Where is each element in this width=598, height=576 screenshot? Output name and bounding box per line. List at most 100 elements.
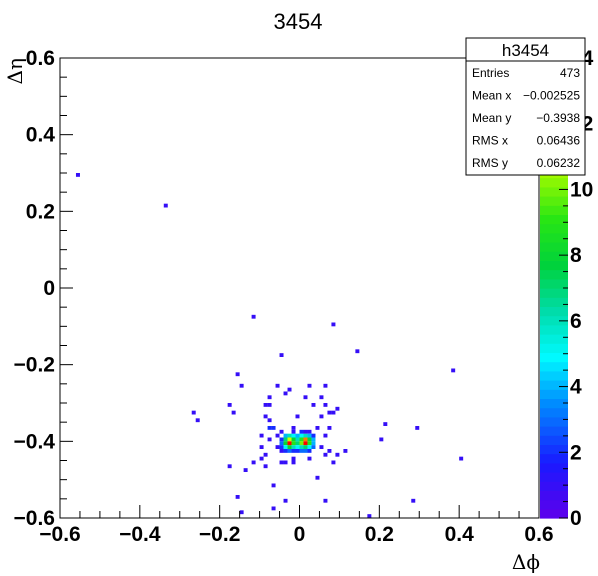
- heatmap-bin: [355, 349, 360, 354]
- heatmap-bin: [299, 449, 304, 453]
- x-tick-label: 0.4: [445, 523, 475, 546]
- x-tick-label: 0.2: [365, 523, 394, 546]
- heatmap-bin: [303, 429, 308, 434]
- heatmap-bin: [267, 418, 272, 423]
- color-scale-band: [540, 481, 568, 491]
- heatmap-bin: [303, 441, 308, 446]
- color-scale-band: [540, 398, 568, 409]
- stats-row-value: −0.3938: [536, 111, 580, 125]
- heatmap-bin: [259, 433, 264, 438]
- heatmap-bin: [271, 483, 276, 488]
- heatmap-bin: [259, 456, 264, 461]
- color-scale-band: [540, 426, 568, 436]
- heatmap-bin: [291, 426, 296, 430]
- color-scale-band: [540, 214, 568, 225]
- y-tick-label: 0.2: [26, 200, 55, 223]
- color-scale-band: [540, 343, 568, 353]
- heatmap-bin: [327, 410, 332, 415]
- x-axis: −0.6 −0.4 −0.2 0 0.2 0.4 0.6: [39, 505, 554, 546]
- heatmap-bins: [75, 173, 464, 518]
- color-scale-band: [540, 223, 568, 234]
- heatmap-bin: [295, 449, 300, 453]
- heatmap-bin: [267, 403, 272, 407]
- heatmap-bin: [263, 414, 268, 419]
- heatmap-bin: [319, 445, 324, 449]
- heatmap-bin: [275, 383, 280, 388]
- x-tick-label: 0.6: [524, 523, 553, 546]
- heatmap-bin: [315, 475, 320, 480]
- heatmap-bin: [323, 433, 328, 438]
- heatmap-bin: [283, 498, 288, 503]
- heatmap-bin: [303, 445, 308, 449]
- color-scale-band: [540, 444, 568, 455]
- y-axis: −0.6 −0.4 −0.2 0 0.2 0.4 0.6: [14, 47, 73, 530]
- heatmap-bin: [267, 395, 272, 400]
- heatmap-bin: [283, 445, 288, 449]
- heatmap-bin: [263, 464, 268, 469]
- heatmap-bin: [235, 495, 240, 499]
- heatmap-bin: [279, 460, 284, 465]
- heatmap-bin: [231, 410, 236, 415]
- heatmap-bin: [283, 391, 288, 396]
- heatmap-bin: [343, 449, 348, 453]
- heatmap-bin: [295, 414, 300, 419]
- heatmap-bin: [291, 449, 296, 453]
- heatmap-bin: [163, 203, 168, 208]
- color-scale-band: [540, 453, 568, 464]
- heatmap-bin: [383, 422, 388, 426]
- color-scale-band: [540, 232, 568, 243]
- heatmap-bin: [331, 410, 336, 415]
- heatmap-bin: [279, 449, 284, 453]
- heatmap-bin: [311, 403, 316, 407]
- heatmap-bin: [311, 437, 316, 442]
- color-scale-tick-label: 2: [570, 441, 582, 464]
- heatmap-bin: [295, 437, 300, 442]
- color-scale-band: [540, 269, 568, 280]
- heatmap-bin: [303, 395, 308, 400]
- heatmap-bin: [287, 445, 292, 449]
- heatmap-bin: [279, 429, 284, 434]
- heatmap-bin: [283, 437, 288, 442]
- stats-row-label: Mean y: [472, 111, 511, 125]
- heatmap-bin: [299, 445, 304, 449]
- heatmap-bin: [279, 437, 284, 442]
- y-tick-label: 0: [43, 277, 55, 300]
- heatmap-bin: [379, 437, 384, 442]
- heatmap-bin: [307, 445, 312, 449]
- color-scale-band: [540, 260, 568, 271]
- y-tick-label: −0.4: [14, 430, 56, 453]
- heatmap-bin: [283, 460, 288, 465]
- color-scale-band: [540, 278, 568, 289]
- heatmap-bin: [267, 437, 272, 442]
- heatmap-bin: [263, 403, 268, 407]
- color-scale-tick-label: 4: [570, 376, 582, 399]
- heatmap-bin: [239, 383, 244, 388]
- x-tick-label: −0.6: [39, 523, 80, 546]
- color-scale-band: [540, 499, 568, 510]
- x-tick-label: 0: [294, 523, 306, 546]
- heatmap-bin: [295, 441, 300, 446]
- heatmap-bin: [303, 449, 308, 453]
- heatmap-bin: [275, 433, 280, 438]
- heatmap-bin: [279, 353, 284, 357]
- heatmap-bin: [287, 441, 292, 446]
- heatmap-bin: [307, 449, 312, 453]
- stats-box: h3454 Entries 473 Mean x −0.002525 Mean y −0.…: [465, 37, 586, 176]
- heatmap-bin: [323, 498, 328, 503]
- heatmap-bin: [263, 452, 268, 457]
- heatmap-bin: [299, 433, 304, 438]
- heatmap-bin: [291, 460, 296, 465]
- heatmap-bin: [283, 441, 288, 446]
- stats-row-label: Mean x: [472, 89, 511, 103]
- color-scale-tick-label: 6: [570, 310, 582, 333]
- heatmap-bin: [331, 460, 336, 465]
- stats-row-value: −0.002525: [523, 89, 580, 103]
- color-scale-band: [540, 288, 568, 298]
- color-scale-band: [540, 205, 568, 215]
- color-scale-band: [540, 297, 568, 307]
- heatmap-bin: [287, 449, 292, 453]
- color-scale-band: [540, 389, 568, 399]
- color-scale-band: [540, 251, 568, 261]
- heatmap-bin: [323, 403, 328, 407]
